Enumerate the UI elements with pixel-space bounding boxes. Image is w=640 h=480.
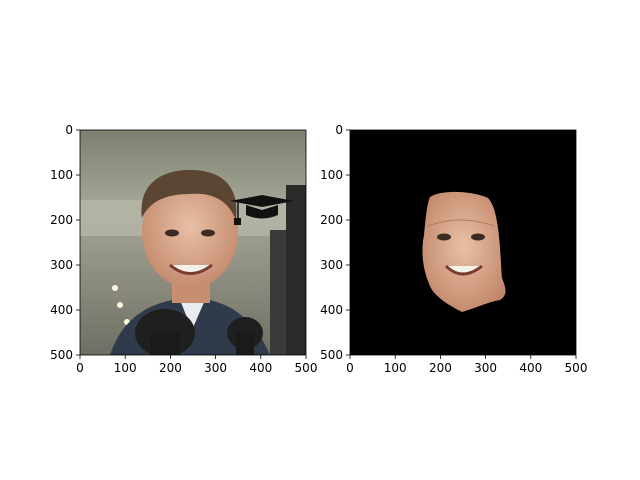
right-y-tick-label: 500 [320, 348, 343, 362]
right-x-tick-label: 0 [346, 361, 354, 375]
right-photo [350, 130, 576, 355]
right-y-tick-label: 300 [320, 258, 343, 272]
right-y-tick-label: 200 [320, 213, 343, 227]
left-y-tick-label: 0 [65, 123, 73, 137]
left-y-tick-label: 300 [50, 258, 73, 272]
left-x-tick-label: 0 [76, 361, 84, 375]
right-y-tick-label: 400 [320, 303, 343, 317]
right-x-tick-label: 100 [384, 361, 407, 375]
left-y-tick-label: 400 [50, 303, 73, 317]
right-x-tick-label: 200 [429, 361, 452, 375]
right-y-tick-label: 100 [320, 168, 343, 182]
left-x-tick-label: 300 [204, 361, 227, 375]
left-x-tick-label: 100 [114, 361, 137, 375]
right-axes-frame [349, 129, 577, 356]
left-x-tick-label: 400 [249, 361, 272, 375]
left-axes-frame [79, 129, 307, 356]
left-y-tick-label: 200 [50, 213, 73, 227]
right-y-tick-label: 0 [335, 123, 343, 137]
left-y-tick-label: 100 [50, 168, 73, 182]
left-x-tick-label: 500 [295, 361, 318, 375]
left-photo [80, 130, 306, 355]
right-x-tick-label: 300 [474, 361, 497, 375]
left-x-tick-label: 200 [159, 361, 182, 375]
right-x-tick-label: 500 [565, 361, 588, 375]
left-y-tick-label: 500 [50, 348, 73, 362]
right-x-tick-label: 400 [519, 361, 542, 375]
graduation-cap-icon [230, 195, 294, 225]
